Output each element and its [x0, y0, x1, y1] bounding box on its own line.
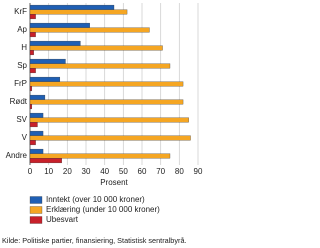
- x-tick-label: 60: [138, 167, 147, 176]
- x-tick-label: 70: [156, 167, 165, 176]
- x-axis-label: Prosent: [100, 178, 128, 187]
- bar: [29, 63, 171, 69]
- bar: [29, 9, 128, 15]
- y-tick-label: Sp: [17, 61, 27, 70]
- legend-swatch: [29, 216, 43, 224]
- legend-label: Ubesvart: [46, 215, 79, 224]
- bar: [29, 50, 34, 56]
- legend-label: Erklæring (under 10 000 kroner): [46, 205, 160, 214]
- bar: [29, 76, 61, 82]
- x-tick-label: 40: [100, 167, 109, 176]
- bar: [29, 130, 44, 136]
- source: Kilde: Politiske partier, finansiering, …: [2, 236, 187, 245]
- bar: [29, 45, 163, 51]
- bar: [29, 112, 44, 118]
- bar: [29, 58, 66, 64]
- y-tick-label: FrP: [14, 79, 27, 88]
- bar: [29, 81, 184, 87]
- chart: Prosent Kilde: Politiske partier, finans…: [2, 3, 203, 245]
- bar: [29, 40, 81, 46]
- y-tick-label: V: [22, 133, 28, 142]
- x-tick-label: 20: [63, 167, 72, 176]
- bar: [29, 22, 90, 28]
- legend-swatch: [29, 196, 43, 204]
- bar: [29, 148, 44, 154]
- x-tick-label: 30: [82, 167, 91, 176]
- y-tick-label: Andre: [6, 151, 28, 160]
- bar: [29, 27, 150, 33]
- bar: [29, 117, 189, 123]
- bar: [29, 158, 62, 164]
- bar: [29, 86, 33, 92]
- bar: [29, 68, 36, 74]
- bar: [29, 122, 38, 128]
- y-tick-label: SV: [16, 115, 27, 124]
- bar: [29, 104, 33, 110]
- bar: [29, 99, 184, 105]
- x-tick-label: 0: [28, 167, 33, 176]
- x-tick-label: 80: [175, 167, 184, 176]
- y-tick-label: H: [21, 43, 27, 52]
- bar: [29, 140, 36, 146]
- y-tick-label: KrF: [14, 7, 27, 16]
- bar: [29, 135, 191, 141]
- bar: [29, 94, 46, 100]
- x-tick-label: 50: [119, 167, 128, 176]
- bar: [29, 153, 171, 159]
- legend-label: Inntekt (over 10 000 kroner): [46, 195, 145, 204]
- x-tick-label: 90: [194, 167, 203, 176]
- bar: [29, 14, 36, 20]
- y-tick-label: Ap: [17, 25, 27, 34]
- y-tick-label: Rødt: [10, 97, 28, 106]
- bar: [29, 32, 36, 38]
- legend-swatch: [29, 206, 43, 214]
- x-tick-label: 10: [44, 167, 53, 176]
- bar: [29, 4, 115, 10]
